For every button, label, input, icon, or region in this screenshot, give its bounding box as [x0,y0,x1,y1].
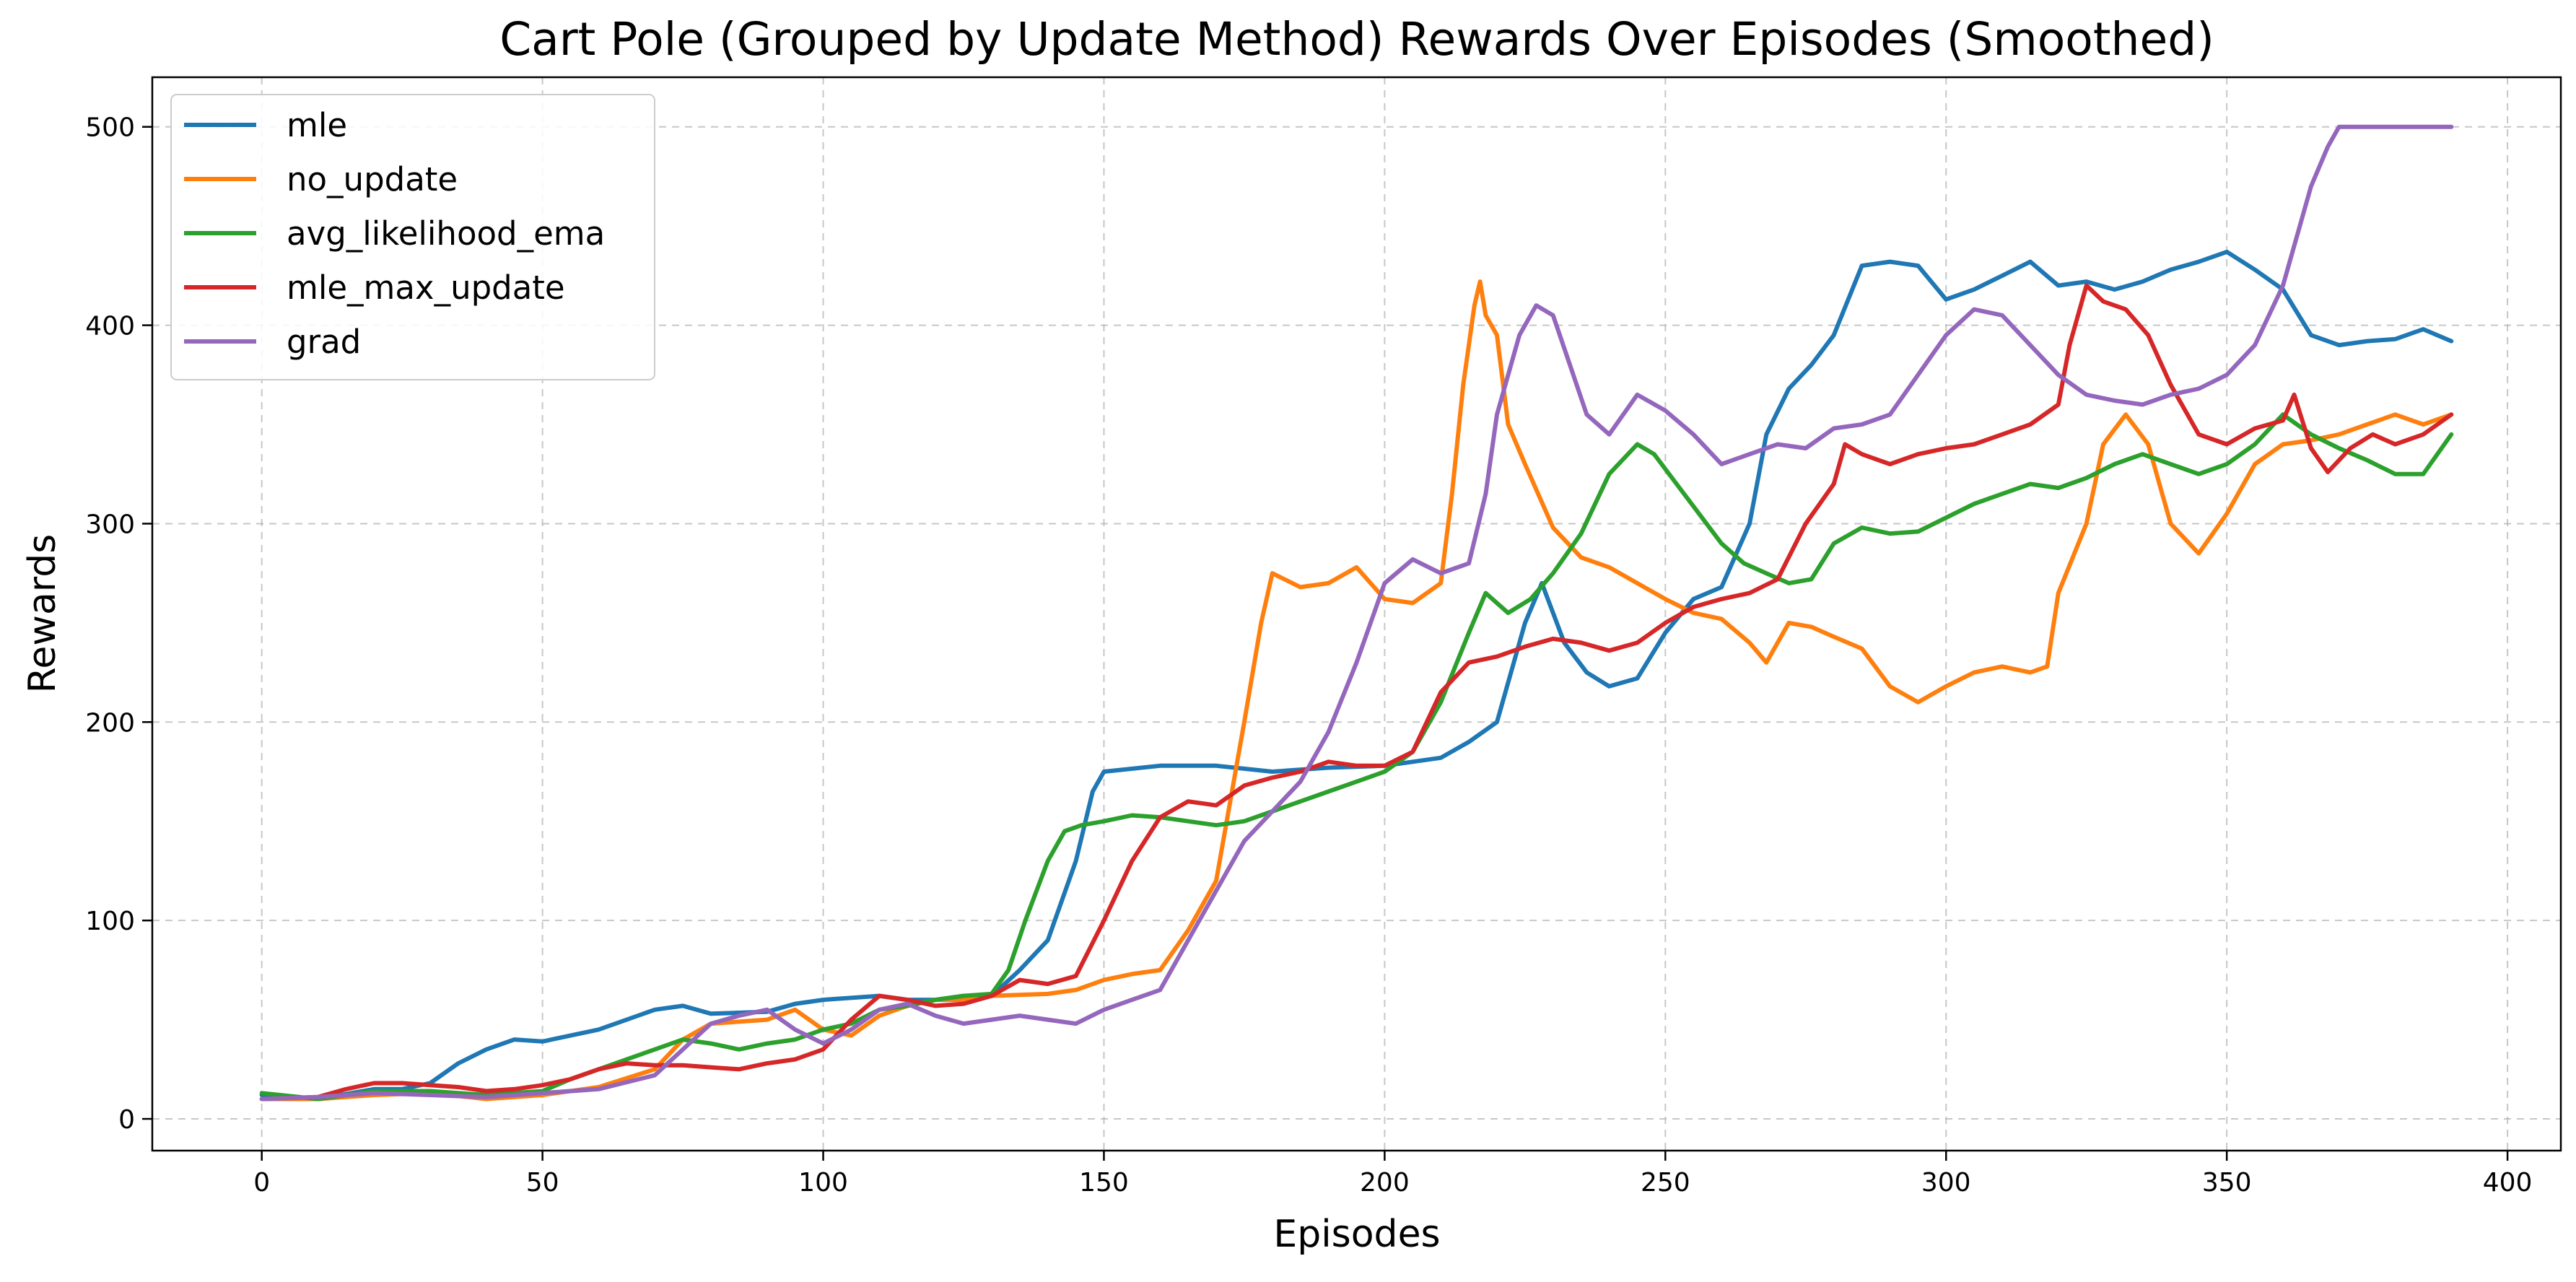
series-line-no-update [259,279,2454,1102]
series-line-mle [259,249,2454,1102]
x-axis-ticks: 0 50 100 150 200 250 300 350 400 [253,1151,2532,1198]
legend-label: no_update [287,160,458,199]
series-lines [259,124,2454,1102]
x-tick-label: 0 [253,1168,270,1198]
series-line-grad [259,124,2454,1102]
legend-label: avg_likelihood_ema [287,214,605,253]
y-axis-label: Rewards [21,534,64,694]
y-tick-label: 0 [118,1105,135,1135]
x-axis-label: Episodes [1273,1213,1440,1256]
series-line-mle-max-update [259,283,2454,1102]
x-tick-label: 350 [2202,1168,2252,1198]
y-tick-label: 500 [85,113,135,143]
chart-title: Cart Pole (Grouped by Update Method) Rew… [499,13,2214,66]
y-tick-label: 200 [85,708,135,738]
y-axis-ticks: 0 100 200 300 400 500 [85,113,152,1135]
x-tick-label: 300 [1921,1168,1971,1198]
legend-label: mle [287,106,347,144]
y-tick-label: 300 [85,510,135,539]
legend-frame [170,94,655,380]
x-tick-label: 100 [798,1168,848,1198]
x-tick-label: 150 [1079,1168,1129,1198]
legend: mle no_update avg_likelihood_ema mle_max_up… [170,94,655,380]
y-tick-label: 400 [85,312,135,341]
y-tick-label: 100 [85,907,135,936]
x-tick-label: 400 [2483,1168,2533,1198]
series-line-avg-likelihood-ema [259,412,2454,1102]
x-tick-label: 200 [1360,1168,1410,1198]
legend-label: mle_max_update [287,269,565,307]
x-tick-label: 250 [1641,1168,1690,1198]
x-tick-label: 50 [526,1168,559,1198]
legend-label: grad [287,323,361,361]
grid [152,77,2561,1151]
axes-frame [151,76,2562,1152]
